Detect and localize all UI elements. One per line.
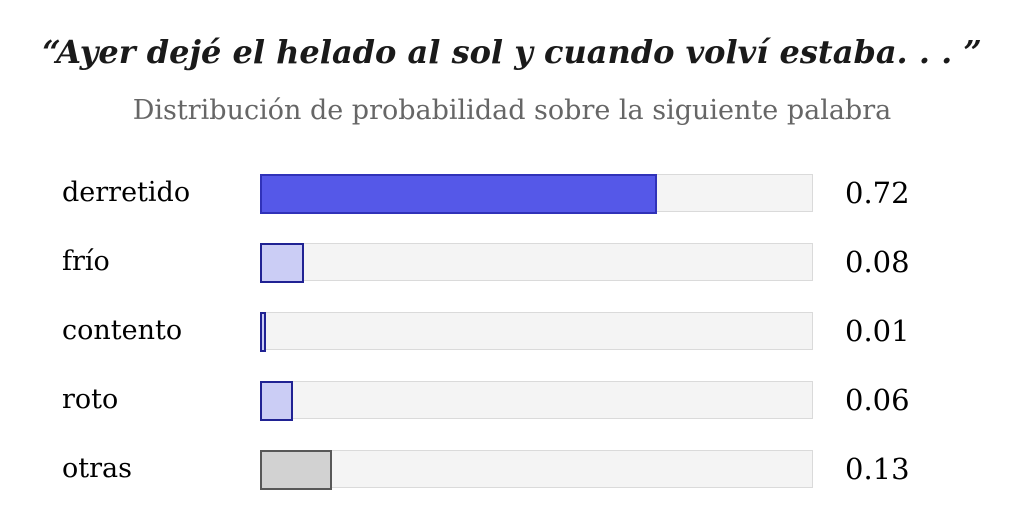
bar-fill: [260, 311, 266, 352]
bar-value-label: 0.13: [845, 451, 910, 486]
bar-category-label: roto: [62, 384, 119, 415]
bar-fill: [260, 380, 294, 421]
chart-title: “Ayer dejé el helado al sol y cuando vol…: [42, 33, 982, 71]
bar-category-label: frío: [62, 246, 110, 277]
bar-value-label: 0.08: [845, 244, 910, 279]
bar-fill: [260, 449, 332, 490]
bar-track: [260, 449, 813, 490]
bar-row: otras 0.13: [62, 434, 1024, 503]
bar-chart: derretido 0.72 frío 0.08 contento 0.01 r…: [62, 158, 1024, 503]
bar-fill: [260, 242, 305, 283]
chart-subtitle: Distribución de probabilidad sobre la si…: [132, 95, 892, 126]
bar-category-label: otras: [62, 453, 132, 484]
bar-value-label: 0.72: [845, 175, 910, 210]
bar-row: frío 0.08: [62, 227, 1024, 296]
bar-row: roto 0.06: [62, 365, 1024, 434]
bar-row: derretido 0.72: [62, 158, 1024, 227]
bar-fill: [260, 173, 657, 214]
bar-value-label: 0.06: [845, 382, 910, 417]
bar-row: contento 0.01: [62, 296, 1024, 365]
bar-category-label: contento: [62, 315, 183, 346]
bar-category-label: derretido: [62, 177, 191, 208]
bar-track: [260, 380, 813, 421]
bar-track: [260, 311, 813, 352]
bar-value-label: 0.01: [845, 313, 910, 348]
bar-track: [260, 173, 813, 214]
bar-track: [260, 242, 813, 283]
